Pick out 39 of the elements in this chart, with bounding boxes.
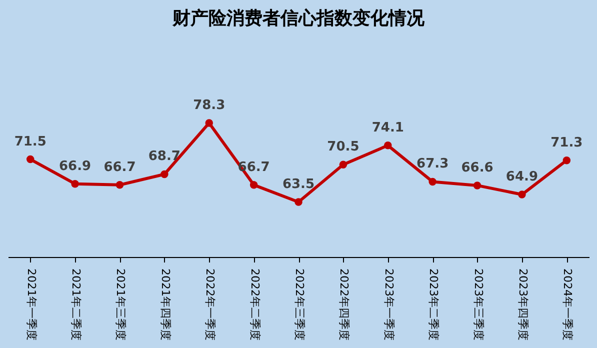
x-tick-label: 2022年三季度 [293, 268, 306, 340]
x-tick-label: 2024年一季度 [561, 268, 574, 340]
data-label: 63.5 [282, 177, 315, 192]
x-tick-label: 2023年三季度 [472, 268, 485, 340]
point [473, 182, 482, 190]
point [294, 198, 302, 206]
point [71, 180, 79, 188]
point [428, 178, 436, 186]
point [339, 160, 348, 168]
x-tick-label: 2023年四季度 [516, 268, 530, 340]
data-label: 71.3 [550, 135, 583, 150]
data-label: 66.7 [104, 160, 136, 175]
point [384, 142, 392, 150]
point [160, 170, 168, 178]
x-tick-label: 2021年四季度 [158, 268, 172, 340]
data-label: 66.9 [59, 158, 92, 174]
data-label: 67.3 [416, 156, 449, 172]
point [518, 190, 526, 198]
x-tick-label: 2021年三季度 [114, 268, 128, 340]
x-tick-label: 2021年一季度 [24, 268, 38, 340]
point [562, 156, 571, 164]
x-tick-label: 2021年二季度 [70, 268, 83, 340]
data-label: 66.6 [461, 160, 494, 176]
data-label: 68.7 [148, 149, 180, 164]
x-tick-label: 2022年二季度 [248, 268, 262, 340]
x-tick-label: 2023年一季度 [382, 268, 396, 340]
point [205, 119, 213, 127]
data-label: 78.3 [193, 98, 226, 113]
x-tick-label: 2022年四季度 [338, 268, 351, 340]
point [116, 181, 124, 189]
data-label: 74.1 [372, 120, 404, 136]
data-label: 70.5 [327, 140, 360, 155]
data-label: 71.5 [14, 134, 46, 150]
data-label: 64.9 [506, 170, 538, 185]
chart-title: 财产险消费者信心指数变化情况 [172, 8, 426, 29]
point [26, 155, 34, 164]
x-tick-label: 2022年一季度 [204, 268, 217, 340]
x-tick-label: 2023年二季度 [427, 268, 440, 340]
point [250, 181, 258, 189]
